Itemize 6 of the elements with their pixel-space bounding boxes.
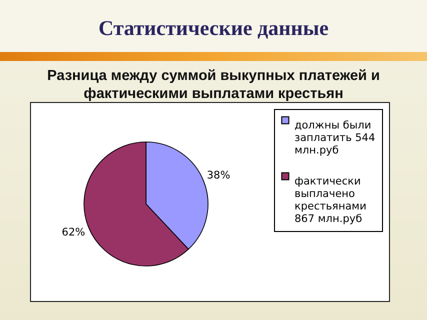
legend-label: должны были заплатить 544 млн.руб: [294, 119, 376, 156]
data-label: 62%: [62, 226, 86, 239]
data-label: 38%: [206, 169, 230, 182]
chart-title: Статистические данные: [0, 0, 427, 52]
chart-subtitle: Разница между суммой выкупных платежей и фактическими выплатами крестьян: [46, 67, 381, 103]
legend-label: фактически выплачено крестьянами 867 млн.руб: [294, 175, 366, 225]
